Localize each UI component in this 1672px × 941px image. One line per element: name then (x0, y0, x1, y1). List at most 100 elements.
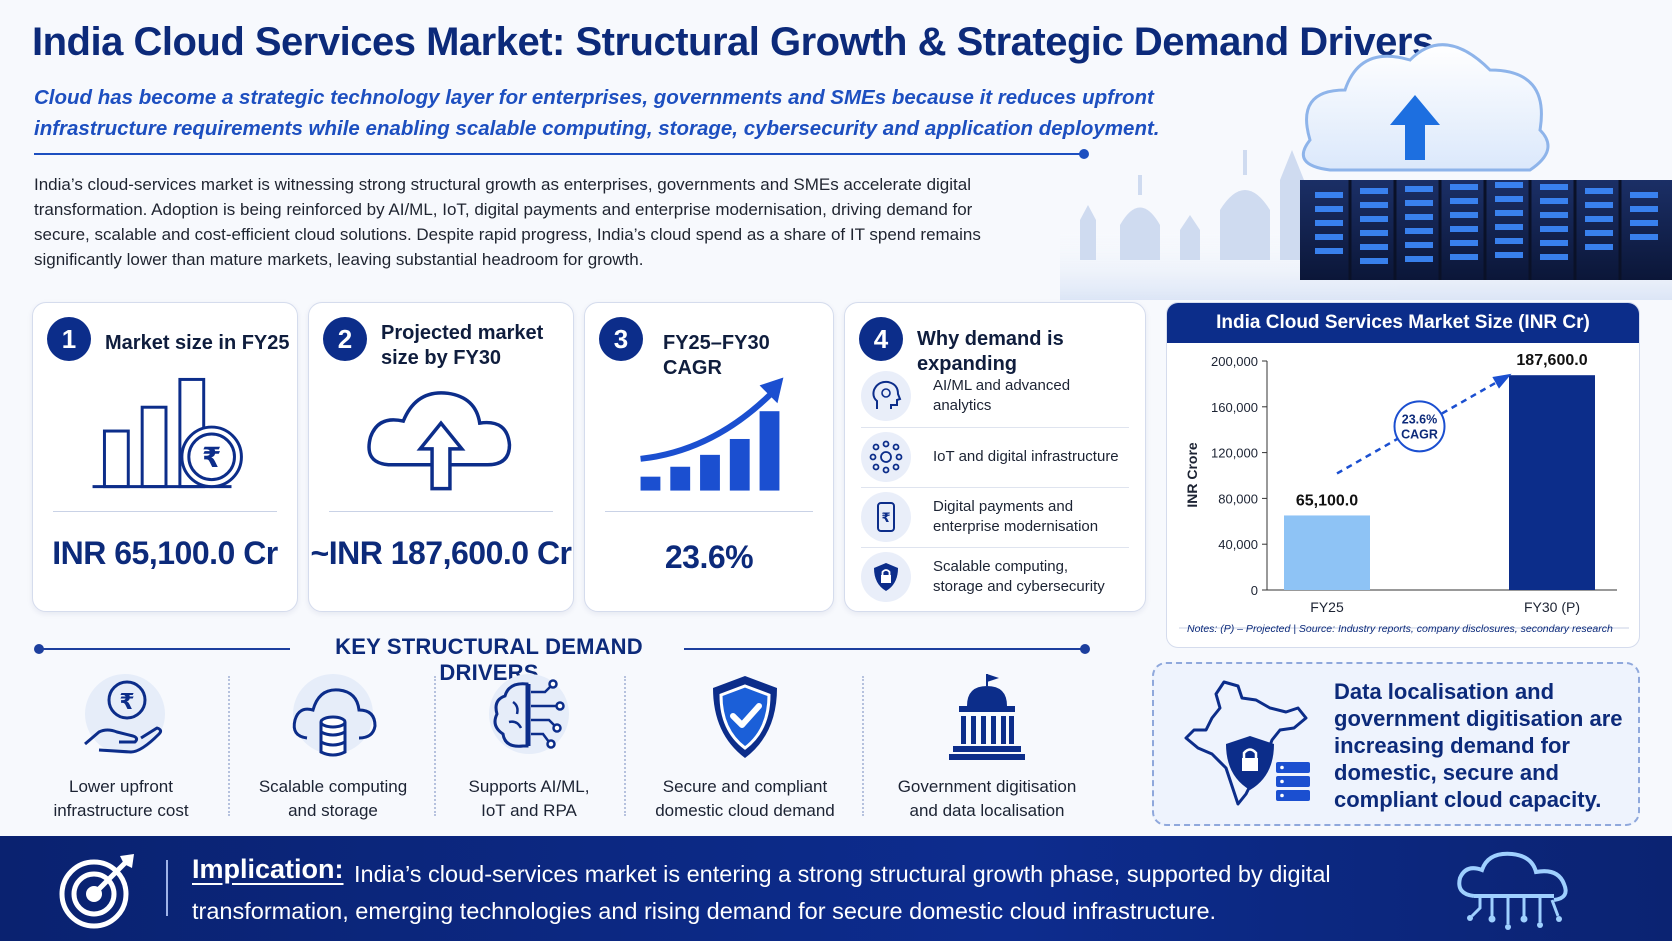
svg-text:₹: ₹ (202, 441, 221, 474)
card-divider (53, 511, 277, 512)
ai-head-icon (861, 371, 911, 421)
svg-text:₹: ₹ (881, 511, 890, 526)
reason-label: IoT and digital infrastructure (933, 447, 1119, 465)
reason-label: Scalable computing, storage and cybersec… (933, 557, 1105, 595)
card-number-badge: 3 (599, 317, 643, 361)
cagr-bubble (1393, 400, 1446, 453)
iot-network-icon (861, 431, 911, 482)
metric-card-cagr: 3 FY25–FY30 CAGR 23.6% (584, 302, 834, 612)
upload-arrow-icon (1390, 95, 1440, 160)
driver-label-line: domestic cloud demand (655, 801, 835, 820)
callout-text: Data localisation and government digitis… (1334, 679, 1623, 812)
growth-chart-icon (640, 377, 784, 491)
card-value: 23.6% (664, 539, 754, 575)
reason-label: Digital payments and enterprise modernis… (933, 497, 1099, 535)
y-tick-label: 0 (1251, 583, 1258, 598)
drivers-header: KEY STRUCTURAL DEMAND DRIVERS (34, 634, 1094, 685)
reason-item: Scalable computing, storage and cybersec… (861, 547, 1129, 605)
chart-notes: Notes: (P) – Projected | Source: Industr… (1187, 623, 1613, 635)
bar-chart-rupee-icon: ₹ (92, 377, 243, 489)
card-value: INR 65,100.0 Cr (52, 535, 278, 571)
card-title: Market size in FY25 (105, 332, 290, 354)
reason-item: ₹ Digital payments and enterprise modern… (861, 487, 1129, 545)
footer-divider (166, 860, 168, 916)
y-tick-label: 200,000 (1211, 354, 1258, 369)
driver-label-line: Secure and compliant (662, 777, 828, 796)
footer-text: India’s cloud-services market is enterin… (192, 861, 1331, 924)
drivers-title: KEY STRUCTURAL DEMAND DRIVERS (335, 634, 643, 685)
chart-title: India Cloud Services Market Size (INR Cr… (1167, 303, 1639, 343)
cloud-shape (1301, 43, 1550, 172)
chart-bar (1509, 375, 1595, 590)
card-number-badge: 4 (859, 317, 903, 361)
data-localisation-callout: Data localisation and government digitis… (1152, 662, 1640, 826)
driver-label-line: infrastructure cost (53, 801, 189, 820)
cagr-annotation-value: 23.6% (1402, 412, 1437, 426)
government-building-icon (949, 674, 1025, 760)
target-icon (59, 854, 134, 929)
cloud-upload-icon (367, 391, 512, 491)
driver-item: ₹ Lower upfront infrastructure cost (28, 672, 214, 822)
driver-item: Supports AI/ML, IoT and RPA (444, 672, 614, 822)
cloud-server-skyline-illustration (1060, 43, 1672, 300)
card-number-badge: 2 (323, 317, 367, 361)
driver-separator (228, 676, 230, 816)
y-tick-label: 160,000 (1211, 400, 1258, 415)
subtitle-divider-dot (1079, 149, 1089, 159)
cloud-database-icon (292, 674, 377, 757)
card-divider (329, 511, 553, 512)
driver-label-line: and data localisation (909, 801, 1065, 820)
driver-separator (434, 676, 436, 816)
driver-item: Government digitisation and data localis… (872, 672, 1102, 822)
driver-separator (862, 676, 864, 816)
svg-text:₹: ₹ (119, 690, 134, 715)
bar-value-label: 65,100.0 (1296, 492, 1358, 509)
cagr-arrow-line (1336, 378, 1503, 475)
metric-card-fy30: 2 Projected market size by FY30 ~INR 187… (308, 302, 574, 612)
y-tick-label: 40,000 (1218, 537, 1258, 552)
demand-reasons-card: 4 Why demand is expanding AI/ML and adva… (844, 302, 1146, 612)
cagr-annotation-label: CAGR (1401, 427, 1438, 441)
reason-label: AI/ML and advanced analytics (933, 377, 1071, 414)
card-title: Why demand is expanding (917, 328, 1064, 375)
market-size-chart: India Cloud Services Market Size (INR Cr… (1166, 302, 1640, 648)
y-tick-label: 120,000 (1211, 446, 1258, 461)
reason-item: IoT and digital infrastructure (861, 427, 1129, 485)
implication-footer: India’s cloud-services market is enterin… (0, 836, 1672, 941)
page-subtitle: Cloud has become a strategic technology … (34, 86, 1160, 140)
card-divider (605, 511, 813, 512)
card-title: FY25–FY30 CAGR (663, 332, 770, 379)
reason-item: AI/ML and advanced analytics (861, 367, 1129, 425)
bar-value-label: 187,600.0 (1516, 352, 1587, 369)
hand-rupee-icon: ₹ (84, 674, 165, 754)
metric-card-fy25: 1 Market size in FY25 ₹ INR 65,100.0 Cr (32, 302, 298, 612)
driver-item: Scalable computing and storage (240, 672, 426, 822)
page-title: India Cloud Services Market: Structural … (32, 20, 1434, 64)
card-title: Projected market size by FY30 (381, 322, 544, 369)
server-racks (1300, 180, 1672, 280)
driver-item: Secure and compliant domestic cloud dema… (636, 672, 854, 822)
cloud-circuit-icon (1457, 851, 1568, 930)
intro-paragraph: India’s cloud-services market is witness… (34, 175, 981, 269)
cagr-annotation: 23.6%CAGR (1336, 373, 1512, 475)
india-map-lock-icon (1184, 680, 1310, 806)
driver-label-line: and storage (288, 801, 378, 820)
drivers-header-rule (684, 648, 1084, 650)
drivers-header-dot (1080, 644, 1090, 654)
x-category-label: FY25 (1310, 599, 1344, 615)
driver-label-line: Supports AI/ML, (468, 777, 590, 796)
y-tick-label: 80,000 (1218, 491, 1258, 506)
driver-label-line: Lower upfront (69, 777, 173, 796)
mobile-payment-icon: ₹ (861, 491, 911, 542)
shield-lock-icon (861, 551, 911, 602)
drivers-header-rule (40, 648, 290, 650)
driver-label-line: Government digitisation (897, 777, 1077, 796)
driver-label-line: Scalable computing (258, 777, 408, 796)
drivers-header-dot (34, 644, 44, 654)
brain-circuit-icon (489, 674, 569, 754)
x-category-label: FY30 (P) (1524, 599, 1580, 615)
y-axis-label: INR Crore (1184, 442, 1200, 508)
footer-label: Implication: (192, 854, 344, 884)
driver-separator (624, 676, 626, 816)
chart-plot-area: INR Crore 0 40,000 80,000 120,000 160,000 200… (1179, 352, 1629, 629)
